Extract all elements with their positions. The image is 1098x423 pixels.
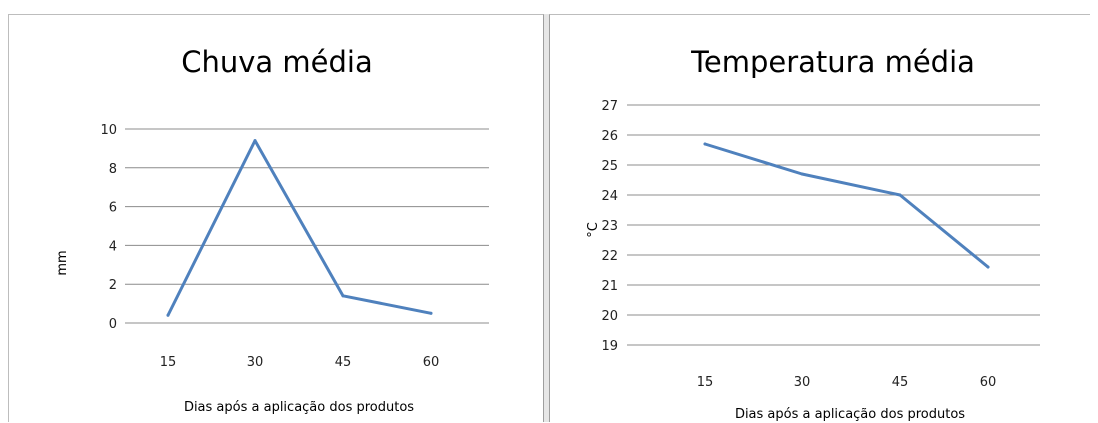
chart-title: Temperatura média (690, 45, 975, 79)
grid-lines (627, 104, 1040, 346)
data-point (800, 172, 804, 176)
x-tick-label: 30 (247, 355, 264, 370)
chart-title: Chuva média (181, 45, 373, 79)
series-line (166, 139, 433, 317)
y-tick-label: 27 (601, 99, 618, 114)
rain-chart-panel: Chuva média mm Dias após a aplicação dos… (8, 14, 544, 422)
y-ticks: 19 20 21 22 23 24 25 26 27 (601, 99, 618, 354)
rain-chart: Chuva média mm Dias após a aplicação dos… (55, 45, 489, 415)
y-ticks: 0 2 4 6 8 10 (100, 123, 117, 332)
temperature-chart-panel: Temperatura média °C Dias após a aplicaç… (549, 14, 1090, 422)
x-tick-label: 15 (160, 355, 177, 370)
y-tick-label: 23 (601, 219, 618, 234)
data-point (341, 294, 345, 298)
grid-lines (125, 128, 489, 324)
y-tick-label: 26 (601, 129, 618, 144)
x-tick-label: 60 (423, 355, 440, 370)
x-axis-label: Dias após a aplicação dos produtos (184, 400, 414, 415)
data-point (703, 142, 707, 146)
y-tick-label: 19 (601, 339, 618, 354)
x-axis-label: Dias após a aplicação dos produtos (735, 407, 965, 422)
y-axis-label: °C (586, 222, 601, 238)
y-tick-label: 8 (109, 162, 117, 177)
x-tick-label: 30 (794, 375, 811, 390)
data-point (253, 139, 257, 143)
temperature-chart: Temperatura média °C Dias após a aplicaç… (586, 45, 1040, 422)
x-tick-label: 60 (980, 375, 997, 390)
y-tick-label: 6 (109, 201, 117, 216)
x-tick-label: 15 (697, 375, 714, 390)
y-tick-label: 10 (100, 123, 117, 138)
series-layer (703, 142, 990, 269)
panel-divider (544, 14, 549, 422)
y-tick-label: 21 (601, 279, 618, 294)
y-tick-label: 20 (601, 309, 618, 324)
series-line (703, 142, 990, 269)
data-point (166, 313, 170, 317)
data-point (898, 193, 902, 197)
y-tick-label: 4 (109, 239, 117, 254)
x-ticks: 15 30 45 60 (697, 375, 997, 390)
y-tick-label: 24 (601, 189, 618, 204)
y-tick-label: 2 (109, 278, 117, 293)
x-ticks: 15 30 45 60 (160, 355, 440, 370)
y-axis-label: mm (55, 250, 70, 275)
x-tick-label: 45 (892, 375, 909, 390)
y-tick-label: 0 (109, 317, 117, 332)
series-layer (166, 139, 433, 317)
x-tick-label: 45 (335, 355, 352, 370)
y-tick-label: 25 (601, 159, 618, 174)
data-point (986, 265, 990, 269)
data-point (429, 311, 433, 315)
y-tick-label: 22 (601, 249, 618, 264)
